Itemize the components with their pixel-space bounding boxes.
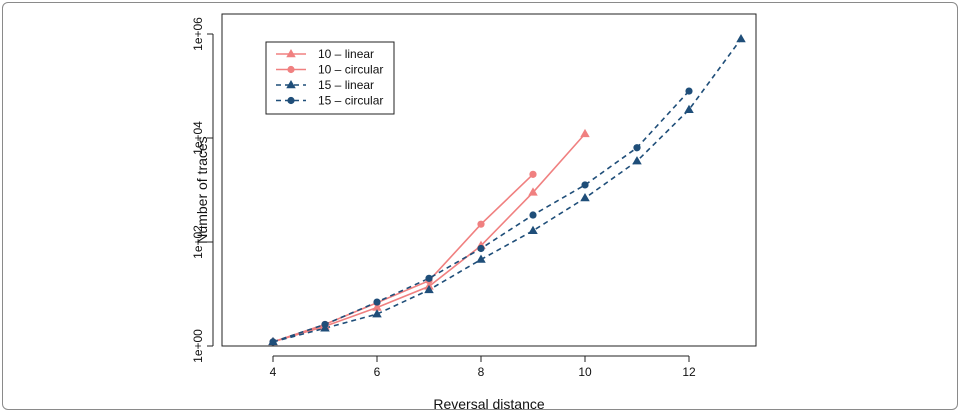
figure-frame — [2, 2, 958, 410]
axes: 4 6 8 10 12 1e+00 1e+02 1e+04 1e+06 — [191, 17, 696, 379]
data-point — [580, 128, 590, 138]
series-markers — [268, 34, 746, 346]
x-tick-label: 12 — [682, 365, 696, 379]
series-line-2 — [272, 173, 534, 343]
legend-label: 15 – linear — [318, 78, 374, 92]
x-tick-label: 10 — [578, 365, 592, 379]
x-tick-label: 8 — [478, 365, 485, 379]
y-tick-label: 1e+02 — [191, 225, 205, 259]
data-point — [373, 298, 381, 306]
legend-label: 10 – linear — [318, 47, 374, 61]
legend-label: 10 – circular — [318, 63, 383, 77]
x-axis-label: Reversal distance — [433, 396, 544, 412]
data-point — [321, 320, 329, 329]
y-tick-label: 1e+04 — [191, 121, 205, 155]
data-point — [633, 144, 641, 152]
series-line-1 — [272, 133, 586, 343]
legend-label: 15 – circular — [318, 94, 383, 108]
data-point — [736, 34, 746, 43]
data-point — [372, 302, 382, 311]
legend-marker — [287, 96, 295, 105]
data-point — [424, 284, 434, 294]
series-line-4 — [272, 90, 690, 343]
legend-marker — [286, 49, 296, 58]
data-point — [684, 104, 694, 113]
data-point — [528, 225, 538, 234]
y-axis-label: Number of traces — [194, 136, 210, 243]
data-point — [529, 211, 537, 219]
x-tick-label: 6 — [374, 365, 381, 379]
y-tick-label: 1e+06 — [191, 17, 205, 51]
data-point — [528, 187, 538, 196]
data-point — [685, 87, 693, 95]
data-point — [632, 156, 642, 165]
data-point — [476, 254, 486, 263]
plot-area-border — [221, 13, 757, 347]
data-point — [269, 338, 277, 346]
legend-marker — [286, 80, 296, 89]
data-point — [372, 309, 382, 318]
series-line-3 — [272, 38, 742, 343]
x-tick-label: 4 — [270, 365, 277, 379]
y-tick-label: 1e+00 — [191, 329, 205, 363]
data-point — [581, 181, 589, 189]
data-point — [580, 193, 590, 202]
data-point — [425, 274, 433, 282]
data-point — [529, 170, 537, 178]
data-point — [477, 244, 485, 253]
data-point — [477, 220, 485, 228]
legend-marker — [287, 65, 295, 74]
